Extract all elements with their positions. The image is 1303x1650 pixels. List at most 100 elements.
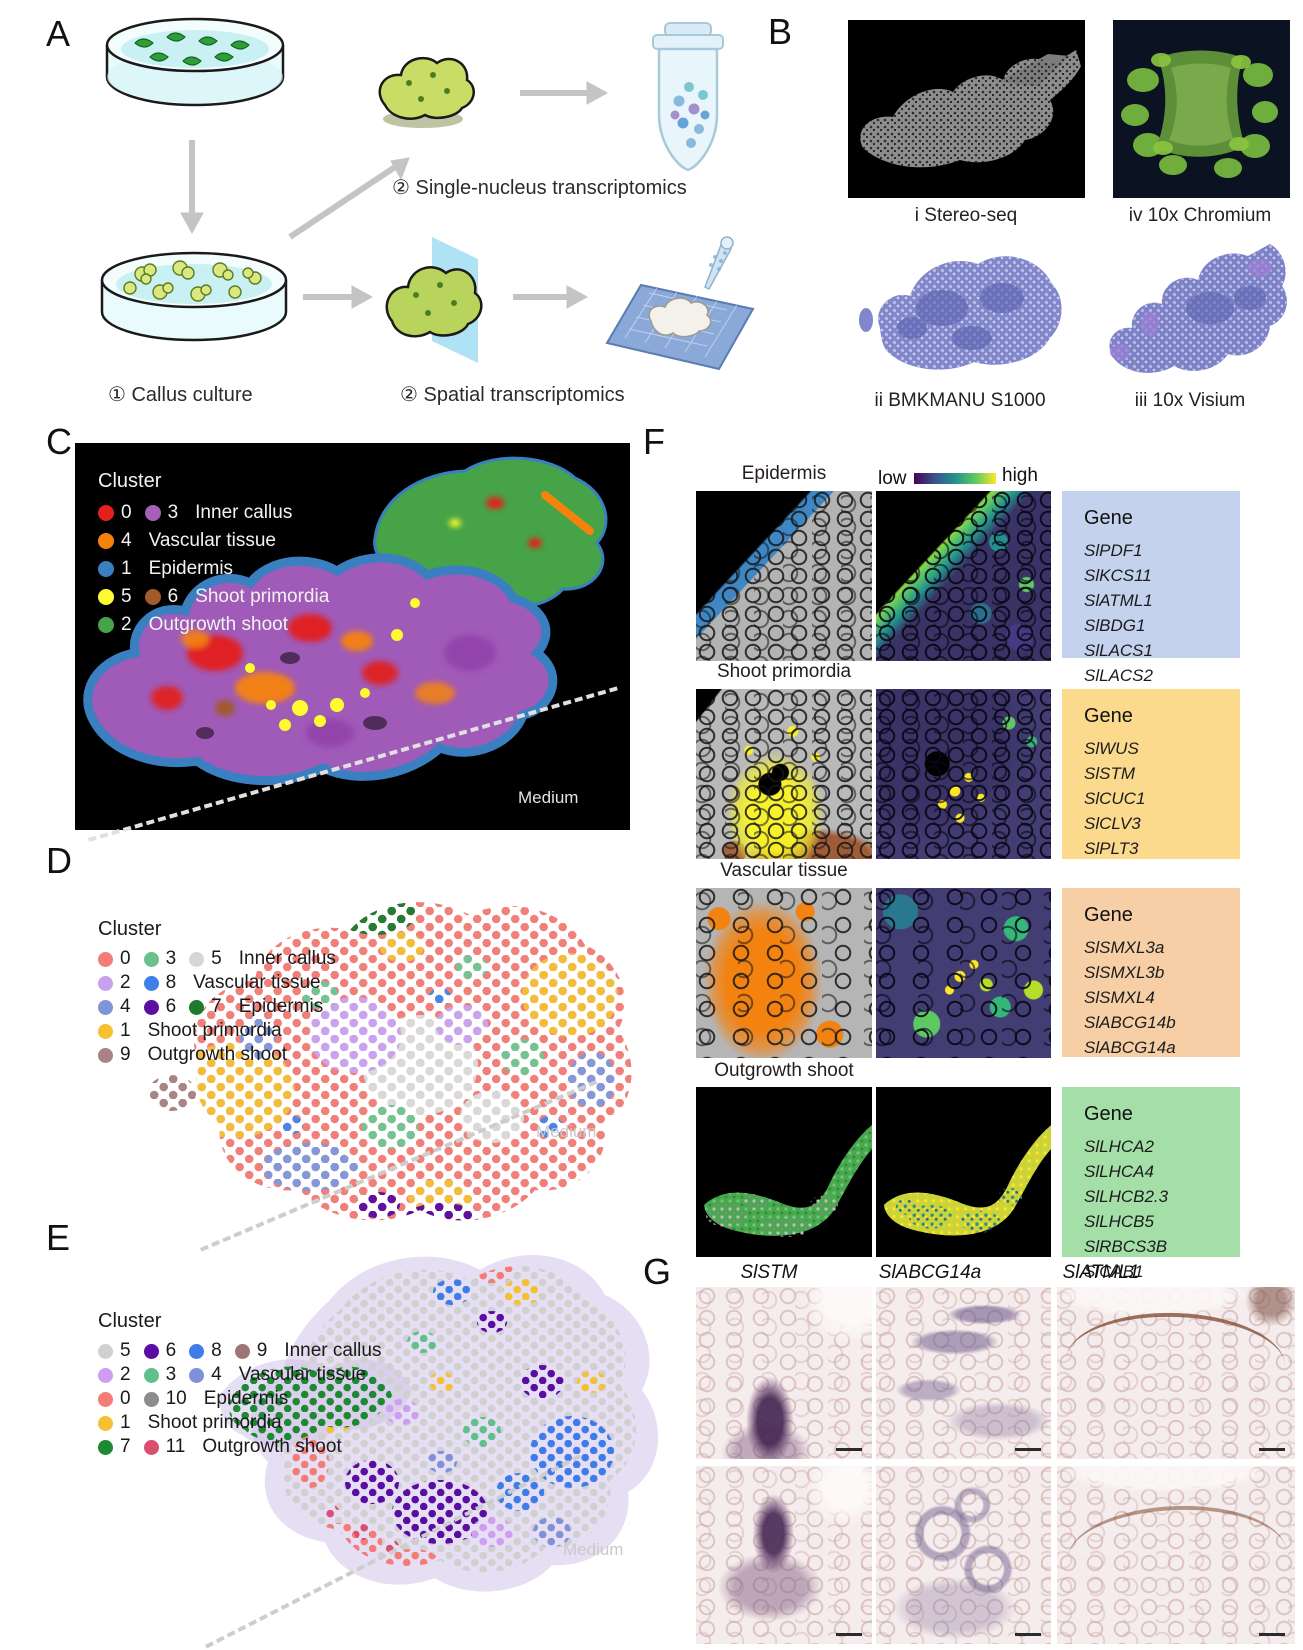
f-row-title-epidermis: Epidermis [741, 463, 827, 484]
cluster-dot [189, 1367, 205, 1383]
outgrowth-cluster-image [696, 1087, 872, 1257]
visium-section-image [1100, 228, 1295, 388]
scale-bar [1259, 1448, 1285, 1451]
cluster-dot [98, 1367, 113, 1383]
arrow-right-mid1-icon [303, 285, 374, 309]
colorbar-high-label: high [1002, 465, 1038, 486]
cluster-dot [189, 999, 205, 1015]
stereo-seq-label: i Stereo-seq [914, 205, 1018, 226]
cluster-dot [98, 1439, 113, 1455]
cluster-label: Inner callus [195, 502, 293, 523]
bmkmanu-cluster-map [148, 902, 632, 1221]
gene-name: SlLHCB5 [1084, 1212, 1154, 1231]
cluster-number: 9 [120, 1044, 131, 1065]
gene-name: SlSTM [1084, 764, 1135, 783]
panel-a-letter: A [46, 13, 71, 54]
cluster-number: 2 [120, 972, 131, 993]
slabcg14a-insitu-image-bottom [876, 1466, 1051, 1644]
slstm-insitu-image-bottom [696, 1466, 872, 1644]
cluster-number: 0 [120, 948, 131, 969]
panel-d-letter: D [46, 840, 72, 881]
arrow-right-mid2-icon [513, 285, 589, 309]
gene-name: SlCUC1 [1084, 789, 1146, 808]
panel-c-letter: C [46, 421, 72, 462]
gene-name: SlCLV3 [1084, 814, 1141, 833]
legend-row-epidermis: 1 Epidermis [98, 555, 329, 583]
cluster-dot [189, 951, 205, 967]
cluster-label: Epidermis [203, 1388, 289, 1409]
slabcg14a-insitu-image-top [876, 1287, 1051, 1459]
cluster-number: 6 [165, 1340, 177, 1361]
cluster-dot [189, 1343, 205, 1359]
gene-name: SlSMXL4 [1084, 988, 1155, 1007]
gene-name: SlLACS1 [1084, 641, 1153, 660]
cluster-dot [143, 951, 159, 967]
visium-label: iii 10x Visium [1134, 390, 1246, 411]
cluster-dot [98, 617, 114, 633]
cluster-label: Outgrowth shoot [148, 614, 288, 635]
petri-dish-explants-icon [105, 17, 285, 107]
legend-row-shoot-primordia: 1 Shoot primordia [98, 1411, 381, 1435]
medium-label: Medium [536, 1122, 597, 1141]
stereo-seq-cluster-illustration [83, 456, 608, 786]
single-nucleus-label: ② Single-nucleus transcriptomics [392, 177, 687, 199]
cluster-number: 8 [211, 1340, 222, 1361]
gene-header: Gene [1084, 1103, 1133, 1125]
gene-name: SlRBCS3B [1084, 1237, 1168, 1256]
gene-name: SlLACS2 [1084, 666, 1153, 685]
cluster-label: Shoot primordia [195, 586, 330, 607]
gene-name: SlCAB1 [1084, 1262, 1144, 1281]
outgrowth-expression-image [876, 1087, 1051, 1257]
scale-bar [836, 1448, 862, 1451]
bmkmanu-section-image [852, 228, 1070, 385]
gene-name: SlBDG1 [1084, 616, 1146, 635]
outgrowth-expression-illustration [883, 1125, 1051, 1236]
gene-name: SlATML1 [1084, 591, 1153, 610]
medium-label: Medium [518, 788, 579, 807]
arrow-right-top-icon [520, 81, 609, 105]
gene-name: SlABCG14b [1084, 1013, 1176, 1032]
g-title-slstm: SlSTM [740, 1262, 798, 1283]
cluster-dot [98, 1343, 113, 1359]
cluster-dot [143, 1343, 159, 1359]
cluster-number: 5 [120, 1340, 131, 1361]
vascular-expression-image [876, 888, 1051, 1058]
cluster-dot [98, 1415, 113, 1431]
legend-row-epidermis: 0 10 Epidermis [98, 1387, 381, 1411]
f-row-title-shoot-primordia: Shoot primordia [716, 661, 852, 682]
scale-bar [1015, 1633, 1041, 1636]
cluster-label: Shoot primordia [147, 1020, 282, 1041]
callus-icon [378, 56, 475, 128]
callus-culture-label: ① Callus culture [108, 384, 253, 406]
gene-name: SlSMXL3b [1084, 963, 1165, 982]
slatml1-insitu-image-bottom [1057, 1466, 1295, 1644]
visium-cluster-map [219, 1255, 659, 1592]
cluster-label: Vascular tissue [193, 972, 321, 993]
cluster-dot [234, 1343, 250, 1359]
legend-row-outgrowth-shoot: 7 11 Outgrowth shoot [98, 1435, 381, 1459]
panel-f-letter: F [643, 421, 665, 462]
cluster-label: Outgrowth shoot [202, 1436, 342, 1457]
cluster-number: 7 [211, 996, 222, 1017]
cluster-number: 10 [165, 1388, 187, 1409]
panel-d-legend: Cluster 0 3 5 Inner callus 2 8 Vascular … [98, 918, 336, 1067]
medium-label: Medium [563, 1540, 624, 1559]
legend-row-outgrowth-shoot: 2 Outgrowth shoot [98, 611, 329, 639]
cluster-label: Epidermis [148, 558, 234, 579]
visium-tissue-illustration [1109, 244, 1287, 373]
outgrowth-gene-box: Gene SlLHCA2 SlLHCA4 SlLHCB2.3 SlLHCB5 S… [1062, 1087, 1240, 1281]
cluster-number: 1 [121, 558, 132, 579]
cluster-number: 3 [167, 502, 179, 523]
expression-colorbar [914, 473, 996, 484]
colorbar-low-label: low [878, 468, 907, 489]
f-row-title-vascular: Vascular tissue [720, 860, 848, 881]
cluster-dot [98, 589, 114, 605]
cluster-number: 6 [167, 586, 179, 607]
tube-icon [652, 22, 724, 172]
shoot-primordia-expression-image [876, 689, 1051, 859]
gene-name: SlLHCA4 [1084, 1162, 1154, 1181]
legend-row-vascular: 4 Vascular tissue [98, 527, 329, 555]
vascular-gene-box: Gene SlSMXL3a SlSMXL3b SlSMXL4 SlABCG14b… [1062, 888, 1240, 1057]
legend-row-inner-callus: 0 3 Inner callus [98, 499, 329, 527]
stereo-seq-cluster-map [75, 443, 630, 830]
